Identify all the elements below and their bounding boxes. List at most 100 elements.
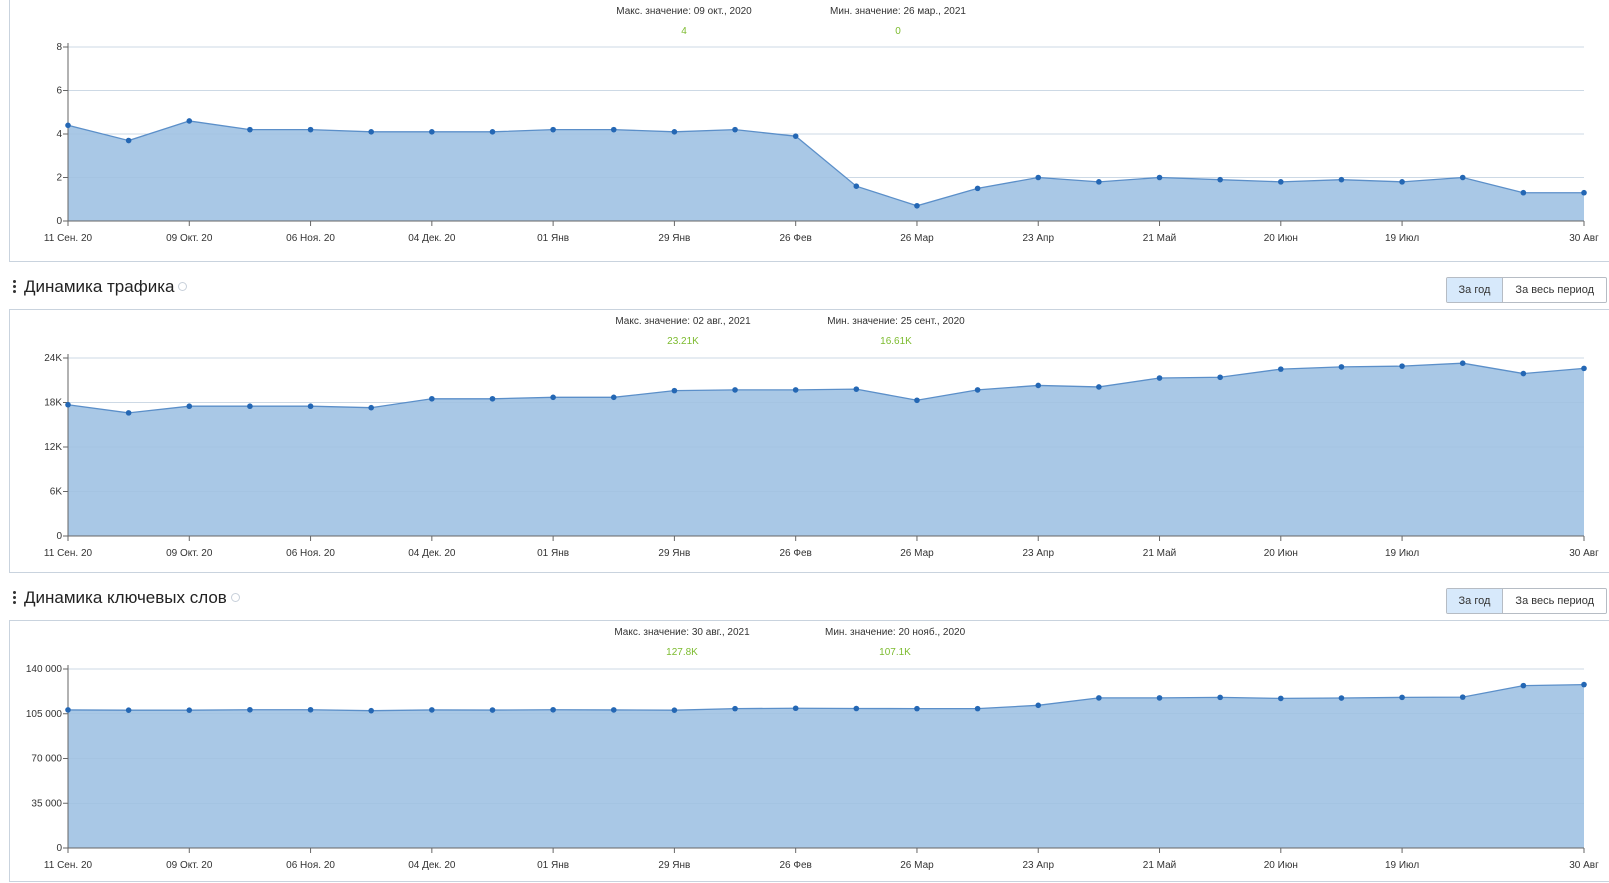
min-label: Мин. значение: 25 сент., 2020 — [827, 316, 965, 327]
data-point — [1217, 176, 1223, 183]
data-point — [1399, 694, 1405, 701]
x-tick-label: 20 Июн — [1264, 233, 1298, 244]
info-icon[interactable] — [178, 282, 188, 292]
data-point — [65, 707, 71, 713]
drag-handle-icon[interactable] — [12, 591, 18, 607]
x-tick-label: 01 Янв — [537, 860, 569, 871]
data-point — [1520, 189, 1527, 196]
data-point — [914, 202, 920, 209]
area-chart-keywords: 0 35 000 70 000 105 000 140 000 11 Сен. 20 09 … — [26, 664, 1599, 871]
data-point — [1156, 695, 1163, 701]
period-year-button[interactable]: За год — [1446, 278, 1503, 302]
data-point — [974, 387, 981, 393]
data-point — [792, 387, 799, 393]
data-point — [550, 126, 556, 133]
data-point — [1096, 179, 1102, 185]
y-tick-label: 6 — [56, 86, 62, 97]
data-point — [1459, 694, 1466, 700]
data-point — [429, 129, 435, 135]
x-tick-label: 04 Дек. 20 — [408, 233, 456, 244]
period-all-button[interactable]: За весь период — [1502, 589, 1606, 613]
y-tick-label: 24K — [44, 353, 62, 364]
data-point — [1459, 174, 1466, 181]
data-point — [489, 707, 496, 713]
x-tick-label: 26 Мар — [900, 548, 934, 559]
chart-panel-traffic: Макс. значение: 02 авг., 2021 23.21K Мин… — [9, 309, 1609, 573]
y-tick-label: 18K — [44, 398, 62, 409]
data-point — [732, 126, 738, 133]
max-label: Макс. значение: 30 авг., 2021 — [614, 627, 750, 638]
drag-handle-icon[interactable] — [12, 280, 18, 296]
period-year-button[interactable]: За год — [1446, 589, 1503, 613]
data-point — [610, 126, 617, 133]
period-all-button[interactable]: За весь период — [1502, 278, 1606, 302]
data-point — [489, 129, 496, 135]
x-tick-label: 30 Авг — [1569, 860, 1599, 871]
x-tick-label: 26 Фев — [779, 548, 811, 559]
series-area — [68, 120, 1584, 221]
data-point — [65, 401, 71, 408]
data-point — [307, 403, 314, 410]
data-point — [1520, 682, 1527, 689]
data-point — [1217, 374, 1223, 381]
data-point — [247, 403, 253, 410]
x-tick-label: 20 Июн — [1264, 548, 1298, 559]
data-point — [1581, 365, 1587, 372]
x-tick-label: 21 Май — [1143, 860, 1177, 871]
data-point — [429, 395, 435, 402]
max-label: Макс. значение: 02 авг., 2021 — [615, 316, 751, 327]
x-tick-label: 30 Авг — [1569, 548, 1599, 559]
max-stat: Макс. значение: 09 окт., 2020 4 — [614, 6, 754, 37]
min-stat: Мин. значение: 25 сент., 2020 16.61K — [826, 316, 966, 347]
data-point — [247, 126, 253, 133]
x-tick-label: 01 Янв — [537, 548, 569, 559]
section-header-keywords: Динамика ключевых слов За год За весь пе… — [12, 588, 1609, 614]
data-point — [1035, 174, 1042, 181]
data-point — [610, 394, 617, 401]
data-point — [671, 707, 678, 713]
data-point — [974, 185, 981, 192]
section-title: Динамика трафика — [24, 277, 188, 297]
x-tick-label: 11 Сен. 20 — [44, 233, 93, 244]
data-point — [792, 705, 799, 712]
x-tick-label: 09 Окт. 20 — [166, 860, 213, 871]
data-point — [1035, 382, 1042, 389]
x-tick-label: 06 Ноя. 20 — [286, 548, 335, 559]
data-point — [671, 387, 678, 394]
data-point — [125, 137, 132, 144]
data-point — [368, 129, 375, 135]
x-tick-label: 23 Апр — [1022, 233, 1054, 244]
data-point — [1399, 363, 1405, 369]
data-point — [1278, 179, 1284, 185]
data-point — [1156, 174, 1163, 181]
max-value: 127.8K — [666, 647, 698, 658]
min-value: 16.61K — [880, 336, 912, 347]
y-tick-label: 6K — [50, 487, 63, 498]
x-tick-label: 20 Июн — [1264, 860, 1298, 871]
max-stat: Макс. значение: 30 авг., 2021 127.8K — [612, 627, 752, 658]
period-toggle: За год За весь период — [1445, 277, 1607, 303]
info-icon[interactable] — [230, 593, 240, 603]
x-tick-label: 09 Окт. 20 — [166, 548, 213, 559]
series-area — [68, 363, 1584, 536]
data-point — [853, 705, 860, 712]
x-tick-label: 11 Сен. 20 — [44, 860, 93, 871]
data-point — [429, 707, 435, 713]
data-point — [610, 707, 617, 713]
x-tick-label: 30 Авг — [1569, 233, 1599, 244]
y-tick-label: 35 000 — [31, 798, 62, 809]
area-chart-traffic: 0 6K 12K 18K 24K 11 Сен. 20 09 Окт. 20 06 Ноя. … — [44, 353, 1599, 559]
x-tick-label: 26 Фев — [779, 233, 811, 244]
min-stat: Мин. значение: 20 нояб., 2020 107.1K — [825, 627, 965, 658]
y-tick-label: 105 000 — [26, 709, 63, 720]
data-point — [1338, 364, 1345, 370]
data-point — [732, 387, 738, 393]
y-tick-label: 0 — [56, 216, 62, 227]
y-tick-label: 0 — [56, 843, 62, 854]
max-stat: Макс. значение: 02 авг., 2021 23.21K — [613, 316, 753, 347]
x-tick-label: 19 Июл — [1385, 860, 1419, 871]
min-stat: Мин. значение: 26 мар., 2021 0 — [828, 6, 968, 37]
data-point — [914, 705, 920, 712]
data-point — [550, 394, 556, 401]
series-line — [67, 362, 1585, 414]
